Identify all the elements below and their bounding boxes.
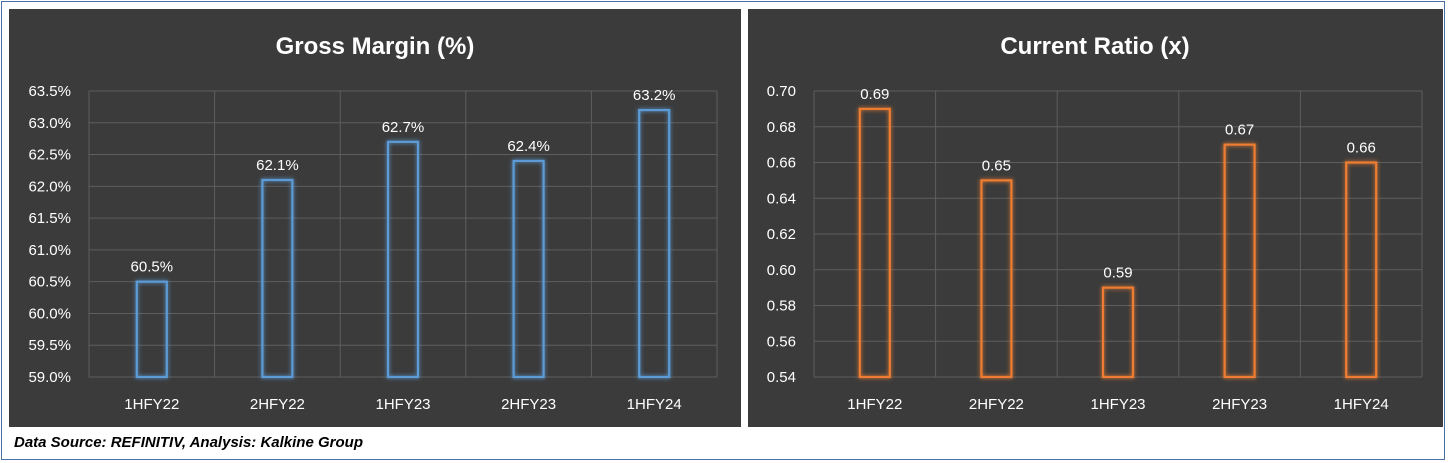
y-tick-label: 0.64 (767, 190, 796, 207)
data-label: 0.69 (860, 86, 889, 103)
y-tick-label: 0.70 (767, 83, 796, 100)
y-tick-label: 0.68 (767, 119, 796, 136)
y-tick-label: 59.5% (28, 337, 71, 354)
data-label: 63.2% (633, 87, 676, 104)
y-tick-label: 61.5% (28, 210, 71, 227)
y-tick-label: 0.58 (767, 298, 796, 315)
y-tick-label: 60.5% (28, 274, 71, 291)
data-label: 62.1% (256, 157, 299, 174)
x-category-label: 2HFY23 (1212, 396, 1267, 413)
x-category-label: 1HFY23 (375, 396, 430, 413)
bar (512, 159, 545, 379)
bar (1345, 161, 1378, 379)
y-tick-label: 0.62 (767, 226, 796, 243)
y-tick-label: 61.0% (28, 242, 71, 259)
current-ratio-chart-panel: Current Ratio (x) 0.54 0.56 0.58 0.60 0.62 0.6… (748, 9, 1443, 427)
current-ratio-chart: Current Ratio (x) 0.54 0.56 0.58 0.60 0.62 0.6… (767, 33, 1423, 413)
data-label: 0.66 (1347, 140, 1376, 157)
x-category-label: 1HFY24 (627, 396, 682, 413)
y-tick-label: 0.54 (767, 369, 796, 386)
bar (858, 107, 891, 379)
bar (261, 178, 294, 379)
y-tick-label: 0.56 (767, 333, 796, 350)
bar (135, 280, 168, 379)
y-tick-label: 0.66 (767, 155, 796, 172)
y-tick-label: 60.0% (28, 305, 71, 322)
x-category-label: 2HFY23 (501, 396, 556, 413)
y-tick-label: 62.0% (28, 178, 71, 195)
x-category-label: 1HFY22 (124, 396, 179, 413)
bar (1223, 143, 1256, 379)
chart-title: Gross Margin (%) (276, 33, 475, 60)
x-category-label: 1HFY24 (1334, 396, 1389, 413)
y-tick-label: 0.60 (767, 262, 796, 279)
data-label: 60.5% (131, 259, 174, 276)
y-tick-label: 59.0% (28, 369, 71, 386)
gross-margin-chart: Gross Margin (%) 59.0% 59.5% 60.0% 60.5% 61.0… (28, 33, 718, 413)
gross-margin-chart-panel: Gross Margin (%) 59.0% 59.5% 60.0% 60.5% 61.0… (9, 9, 741, 427)
data-label: 0.67 (1225, 122, 1254, 139)
y-tick-label: 63.0% (28, 115, 71, 132)
x-category-label: 1HFY22 (847, 396, 902, 413)
bar (1101, 286, 1135, 379)
data-label: 62.4% (507, 138, 550, 155)
data-label: 62.7% (382, 119, 425, 136)
bar (386, 140, 420, 379)
x-category-label: 1HFY23 (1090, 396, 1145, 413)
data-label: 0.59 (1103, 265, 1132, 282)
x-category-label: 2HFY22 (250, 396, 305, 413)
data-label: 0.65 (982, 157, 1011, 174)
chart-title: Current Ratio (x) (1000, 33, 1189, 60)
data-source-note: Data Source: REFINITIV, Analysis: Kalkin… (14, 434, 363, 451)
x-category-label: 2HFY22 (969, 396, 1024, 413)
y-tick-label: 63.5% (28, 83, 71, 100)
bar (638, 108, 671, 379)
bar (980, 179, 1013, 379)
y-tick-label: 62.5% (28, 147, 71, 164)
